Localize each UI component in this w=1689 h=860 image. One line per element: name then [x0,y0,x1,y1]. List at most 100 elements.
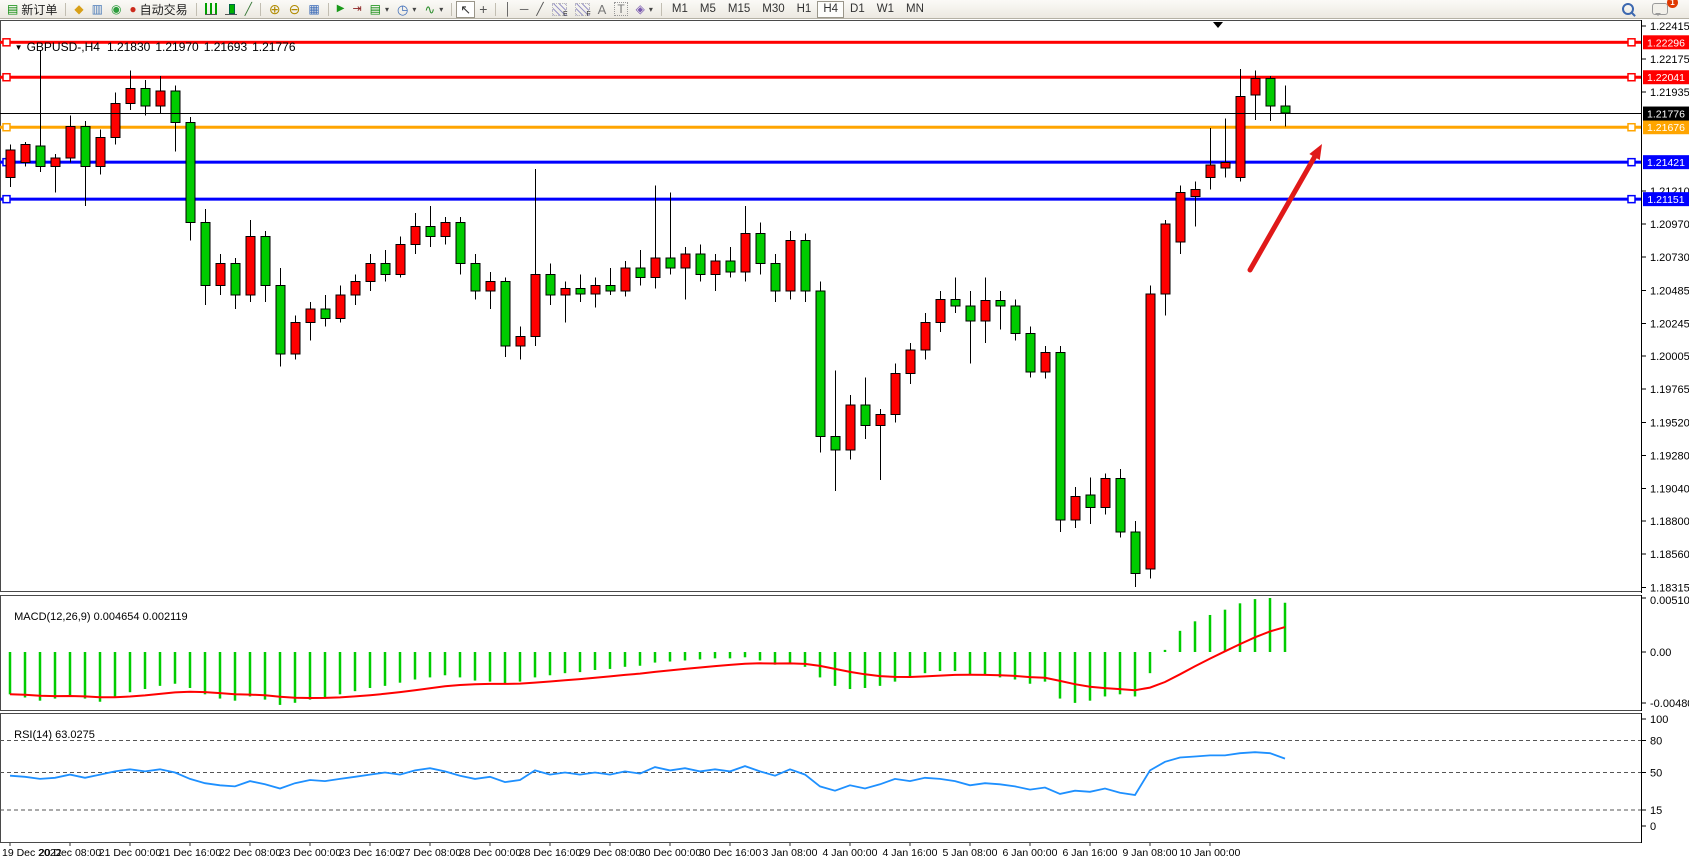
cursor-tool-button[interactable]: ↖ [456,0,476,18]
svg-text:21 Dec 00:00: 21 Dec 00:00 [99,847,162,859]
symbol-dropdown-icon[interactable]: ▼ [14,43,23,52]
vertical-line-tool-button[interactable]: │ [500,1,516,18]
rsi-canvas[interactable]: 100 80 50 15 0 [0,713,1689,843]
main-chart-panel[interactable]: 1.22415 1.22175 1.21935 1.21210 1.20970 1.207… [0,20,1689,593]
svg-text:1.20730: 1.20730 [1650,252,1689,264]
market-watch-button[interactable]: ◆ [70,1,87,18]
timeframe-buttons: M1 M5 M15 M30 H1 H4 D1 W1 MN [666,0,930,18]
horizontal-line-tool-button[interactable]: ─ [516,1,533,18]
new-chart-button[interactable]: ▤ ▾ [366,1,393,18]
svg-text:4 Jan 00:00: 4 Jan 00:00 [823,847,878,859]
line-handle[interactable] [2,38,11,47]
hline-1.21676[interactable] [0,125,1641,129]
crosshair-tool-button[interactable]: + [475,1,491,18]
svg-text:28 Dec 16:00: 28 Dec 16:00 [519,847,582,859]
svg-text:23 Dec 00:00: 23 Dec 00:00 [279,847,342,859]
rsi-line [9,751,1286,796]
fibonacci-tool-button[interactable]: F [571,1,594,18]
equidistant-channel-tool-button[interactable]: E [548,1,571,18]
auto-scroll-button[interactable]: ▶ [333,1,349,18]
signals-button[interactable]: ◉ [107,1,125,18]
line-handle[interactable] [1627,194,1636,204]
bar-chart-button[interactable] [201,1,221,18]
hline-1.22296[interactable] [0,40,1641,44]
hline-1.21421[interactable] [0,160,1641,164]
line-handle[interactable] [2,194,11,204]
line-handle[interactable] [1627,38,1636,47]
svg-text:0.00: 0.00 [1650,647,1671,659]
macd-main-value: 0.004654 [93,611,140,623]
svg-text:1.18315: 1.18315 [1650,583,1689,593]
line-chart-button[interactable]: ╱ [241,1,256,18]
svg-text:1.20005: 1.20005 [1650,351,1689,363]
arrows-tool-button[interactable]: ◈ ▾ [632,1,657,18]
templates-button[interactable]: ∿ ▾ [420,1,447,18]
line-handle[interactable] [2,72,11,82]
tf-button-m15[interactable]: M15 [722,1,756,18]
macd-signal-value: 0.002119 [142,611,188,623]
tf-button-d1[interactable]: D1 [844,1,871,18]
new-order-button[interactable]: ▤ 新订单 [3,1,61,18]
trend-arrow-annotation[interactable] [1247,151,1320,273]
main-chart-canvas[interactable]: 1.224151.221751.219351.212101.209701.207… [0,20,1689,593]
chat-icon [1652,3,1668,16]
autotrading-label: 自动交易 [139,2,188,17]
ohlc-open: 1.21830 [106,40,151,54]
periods-button[interactable]: ◷ ▾ [393,1,420,18]
symbol-period: GBPUSD-,H4 [26,40,100,54]
separator [495,2,497,16]
search-button[interactable] [1618,1,1638,18]
navigator-icon: ▥ [91,2,103,16]
tf-button-mn[interactable]: MN [900,1,930,18]
navigator-button[interactable]: ▥ [88,1,107,18]
tf-button-w1[interactable]: W1 [871,1,900,18]
svg-text:80: 80 [1650,735,1662,747]
macd-panel[interactable]: 0.005104 0.00 -0.004809 [0,595,1689,711]
hline-1.21151[interactable] [0,197,1641,201]
chart-shift-button[interactable]: ⇥ [348,1,365,18]
zoom-in-button[interactable]: ⊕ [265,1,285,18]
horizontal-lines-group[interactable]: 1.22296 1.22041 1.21676 1.21421 1.21151 [0,35,1689,207]
candlestick-chart-button[interactable] [221,1,241,18]
line-handle[interactable] [1627,122,1636,132]
zoom-out-button[interactable]: ⊖ [285,1,305,18]
bar-chart-icon [204,3,217,15]
tf-button-m30[interactable]: M30 [756,1,790,18]
macd-indicator-label: MACD(12,26,9) 0.004654 0.002119 [14,611,188,623]
svg-text:5 Jan 08:00: 5 Jan 08:00 [943,847,998,859]
main-toolbar: ▤ 新订单 ◆ ▥ ◉ ● 自动交易 ╱ ⊕ ⊖ ▦ ▶ ⇥ ▤ ▾ ◷ ▾ ∿ ▾ … [0,0,1689,19]
tf-button-h1[interactable]: H1 [791,1,818,18]
line-handle[interactable] [2,122,11,132]
channel-letter: E [562,10,568,18]
text-label-tool-button[interactable]: T [610,1,631,18]
text-tool-button[interactable]: A [594,1,611,18]
separator [65,2,67,16]
rsi-indicator-label: RSI(14) 63.0275 [14,729,95,741]
svg-text:1.22175: 1.22175 [1650,54,1689,66]
macd-canvas[interactable]: 0.005104 0.00 -0.004809 [0,595,1689,711]
chat-button[interactable]: 1 [1648,0,1678,18]
svg-text:1.20485: 1.20485 [1650,285,1689,297]
svg-text:1.18800: 1.18800 [1650,516,1689,528]
svg-text:28 Dec 00:00: 28 Dec 00:00 [459,847,522,859]
tf-button-m1[interactable]: M1 [666,1,694,18]
time-axis[interactable]: 19 Dec 2022 20 Dec 08:00 21 Dec 00:00 21 De… [0,843,1689,860]
trendline-icon: ╱ [536,2,544,16]
chevron-down-icon: ▾ [439,4,444,14]
tf-button-m5[interactable]: M5 [694,1,722,18]
cursor-icon: ↖ [460,1,472,17]
template-chart-icon: ∿ [424,1,436,17]
fibonacci-icon: F [574,2,591,18]
rsi-panel[interactable]: 100 80 50 15 0 [0,713,1689,843]
autotrading-icon: ● [129,2,137,16]
ohlc-high: 1.21970 [155,40,199,54]
trendline-tool-button[interactable]: ╱ [532,1,547,18]
line-handle[interactable] [1627,157,1636,167]
hline-1.22041[interactable] [0,75,1641,79]
separator [195,2,197,16]
autotrading-button[interactable]: ● 自动交易 [125,1,191,18]
line-handle[interactable] [1627,72,1636,82]
tf-button-h4[interactable]: H4 [817,0,845,18]
tile-windows-button[interactable]: ▦ [304,1,323,18]
svg-text:1.22415: 1.22415 [1650,21,1689,33]
